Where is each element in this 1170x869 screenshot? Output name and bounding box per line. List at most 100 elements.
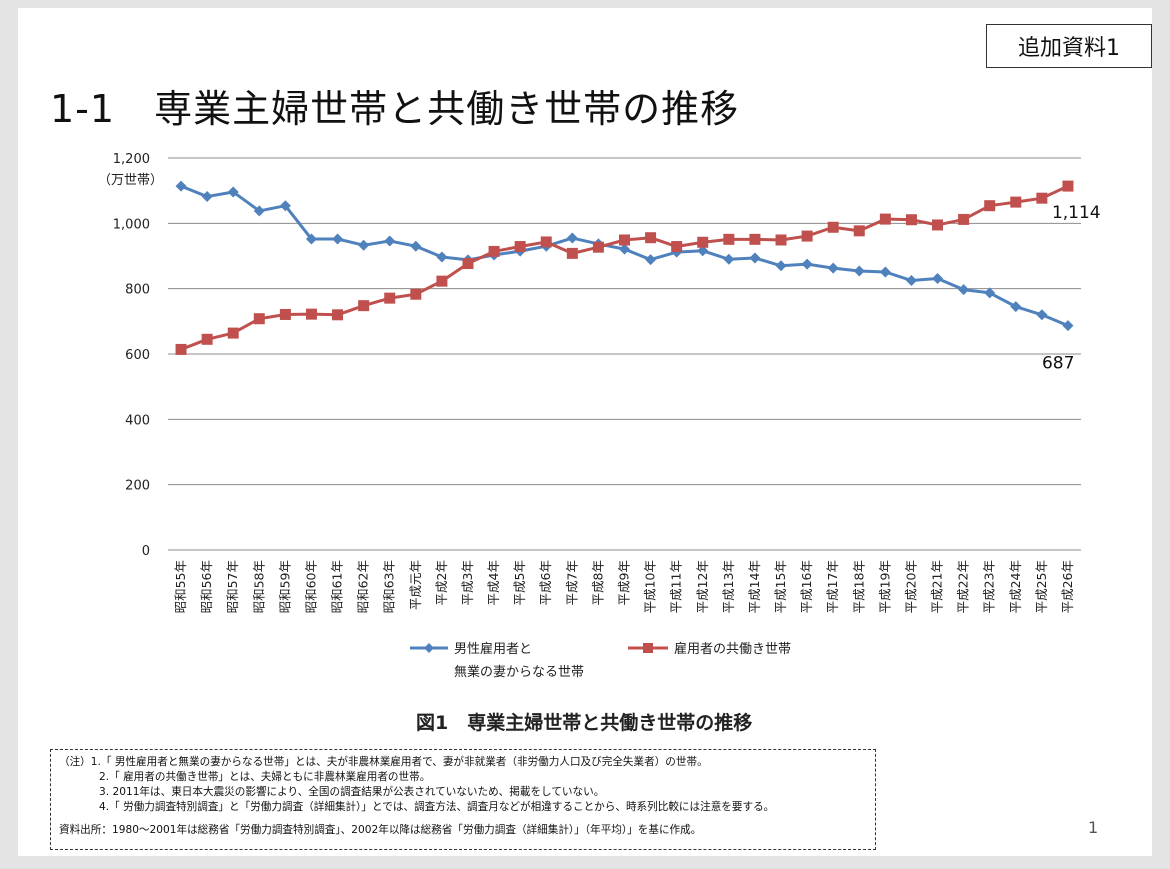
series-2-point — [384, 292, 396, 304]
x-tick-label: 平成22年 — [956, 560, 971, 613]
series-1-point — [879, 266, 891, 278]
series-1-point — [175, 180, 187, 192]
note-3: 3. 2011年は、東日本大震災の影響により、全国の調査結果が公表されていないた… — [99, 786, 605, 798]
series-1-point — [279, 200, 291, 212]
series-1-point — [1036, 309, 1048, 321]
series-2-point — [436, 275, 448, 287]
x-tick-label: 平成17年 — [825, 560, 840, 613]
series-1-point — [1062, 320, 1074, 332]
legend-label-series-2: 雇用者の共働き世帯 — [674, 641, 791, 657]
legend-marker-series-2 — [643, 643, 653, 653]
reference-badge: 追加資料1 — [986, 24, 1152, 68]
series-1-point — [723, 253, 735, 265]
series-2-point — [488, 245, 500, 257]
series-1-point — [801, 258, 813, 270]
y-tick-label: 400 — [125, 413, 150, 428]
x-tick-label: 平成14年 — [747, 560, 762, 613]
x-tick-label: 昭和60年 — [303, 560, 318, 613]
series-1-point — [853, 265, 865, 277]
note-1: （注）1.「 男性雇用者と無業の妻からなる世帯」とは、夫が非農林業雇用者で、妻が… — [59, 756, 708, 768]
series-2-point — [619, 234, 630, 246]
series-1-point — [227, 186, 239, 198]
x-tick-label: 平成元年 — [408, 560, 423, 610]
y-tick-label: 1,200 — [113, 152, 150, 167]
x-tick-label: 昭和61年 — [330, 560, 345, 613]
x-tick-label: 昭和59年 — [277, 560, 292, 613]
series-2-point — [279, 308, 291, 320]
x-tick-label: 平成15年 — [773, 560, 788, 613]
page-number: 1 — [1088, 818, 1099, 837]
series-2-point — [749, 233, 761, 245]
figure-caption: 図1 専業主婦世帯と共働き世帯の推移 — [416, 712, 753, 734]
series-1-point — [905, 275, 917, 286]
x-tick-label: 昭和55年 — [173, 560, 188, 613]
x-tick-label: 平成20年 — [903, 560, 918, 613]
note-2: 2.「 雇用者の共働き世帯」とは、夫婦ともに非農林業雇用者の世帯。 — [99, 771, 431, 783]
series-2-point — [514, 241, 526, 253]
series-1-point — [958, 284, 970, 296]
x-tick-label: 平成13年 — [721, 560, 736, 613]
x-tick-label: 平成3年 — [460, 560, 475, 605]
slide: 追加資料1 1-1 専業主婦世帯と共働き世帯の推移 0 200 400 600 800 1… — [18, 8, 1152, 856]
legend-label-series-1-line2: 無業の妻からなる世帯 — [454, 664, 584, 680]
y-tick-label: 600 — [125, 348, 150, 363]
series-2-point — [984, 200, 996, 212]
series-2-point — [775, 234, 787, 246]
x-tick-label: 平成26年 — [1060, 560, 1075, 613]
x-tick-label: 平成9年 — [617, 560, 632, 605]
series-2-point — [305, 308, 317, 320]
series-1-point — [697, 245, 709, 257]
series-1-point — [619, 243, 630, 255]
series-2-point — [358, 300, 370, 312]
x-tick-label: 平成11年 — [669, 560, 684, 613]
series-line-2 — [180, 184, 1069, 351]
series-2-point — [879, 213, 891, 225]
x-tick-label: 昭和58年 — [251, 560, 266, 613]
series-line-1 — [180, 184, 1069, 327]
series-2-point — [905, 214, 917, 226]
series-1-point — [984, 287, 996, 299]
series-1-point — [775, 260, 787, 272]
series-2-point — [801, 230, 813, 242]
y-tick-label: 1,000 — [113, 217, 150, 232]
series-2-point — [227, 327, 239, 339]
series-2-point — [566, 247, 578, 259]
x-tick-label: 平成2年 — [434, 560, 449, 605]
series-2-point — [253, 313, 265, 325]
series-2-point — [932, 219, 944, 231]
x-tick-label: 昭和63年 — [382, 560, 397, 613]
x-tick-label: 平成16年 — [799, 560, 814, 613]
series-2-point — [697, 236, 709, 248]
series-1-point — [1010, 301, 1022, 313]
note-4: 4.「 労働力調査特別調査」と「労働力調査（詳細集計）」とでは、調査方法、調査月… — [99, 801, 775, 813]
series-1-point — [384, 235, 396, 247]
series-2-point — [723, 233, 735, 245]
x-tick-label: 昭和56年 — [199, 560, 214, 613]
series-2-point — [175, 343, 187, 355]
x-tick-label: 昭和62年 — [356, 560, 371, 613]
series-2-point — [410, 288, 422, 300]
series-2-point — [671, 241, 683, 253]
x-tick-label: 平成18年 — [851, 560, 866, 613]
y-tick-label: 200 — [125, 479, 150, 494]
y-tick-label: 0 — [142, 544, 150, 559]
series-1-point — [932, 273, 944, 285]
series-1-point — [749, 252, 761, 264]
series-2-point — [827, 221, 839, 233]
x-tick-label: 平成7年 — [564, 560, 579, 605]
notes-box: （注）1.「 男性雇用者と無業の妻からなる世帯」とは、夫が非農林業雇用者で、妻が… — [50, 749, 876, 850]
series-2-point — [201, 333, 213, 345]
x-tick-label: 平成8年 — [590, 560, 605, 605]
x-tick-label: 平成4年 — [486, 560, 501, 605]
series-2-point — [332, 309, 344, 321]
series-2-point — [958, 213, 970, 225]
page-title: 1-1 専業主婦世帯と共働き世帯の推移 — [50, 87, 740, 131]
series-2-point — [462, 258, 474, 270]
x-tick-label: 平成21年 — [930, 560, 945, 613]
y-tick-label: 800 — [125, 283, 150, 298]
legend-label-series-1: 男性雇用者と — [454, 641, 532, 657]
x-tick-label: 平成10年 — [643, 560, 658, 613]
series-2-point — [1062, 180, 1074, 192]
end-label-series-1: 687 — [1042, 354, 1074, 374]
